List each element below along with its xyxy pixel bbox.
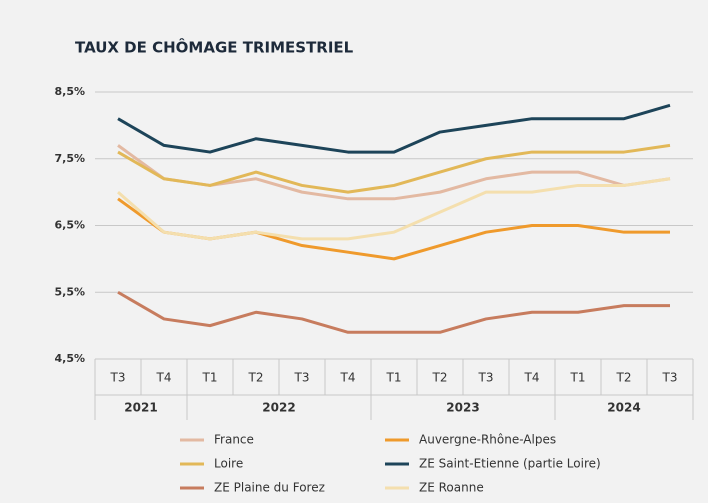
series-line [117, 290, 670, 334]
x-tick-label: T2 [248, 371, 264, 385]
y-tick-label: 5,5% [54, 285, 85, 298]
x-tick-label: T2 [616, 371, 632, 385]
x-group-label: 2021 [124, 401, 157, 415]
chart-title: TAUX DE CHÔMAGE TRIMESTRIEL [75, 38, 354, 57]
x-tick-label: T4 [340, 371, 356, 385]
series-line [117, 143, 671, 194]
series-line [117, 103, 671, 154]
legend-label: ZE Roanne [419, 481, 484, 495]
y-tick-label: 8,5% [54, 85, 85, 98]
x-tick-label: T3 [294, 371, 310, 385]
x-group-label: 2023 [446, 401, 479, 415]
legend-label: ZE Plaine du Forez [214, 481, 325, 495]
x-tick-label: T1 [386, 371, 402, 385]
x-tick-label: T3 [662, 371, 678, 385]
x-group-label: 2024 [607, 401, 640, 415]
y-tick-label: 6,5% [54, 219, 85, 232]
x-tick-label: T4 [156, 371, 172, 385]
series-line [117, 177, 671, 241]
x-tick-label: T4 [524, 371, 540, 385]
x-tick-label: T3 [110, 371, 126, 385]
y-tick-label: 4,5% [54, 352, 85, 365]
x-tick-label: T1 [570, 371, 586, 385]
x-tick-label: T3 [478, 371, 494, 385]
legend-label: Loire [214, 457, 243, 471]
legend-label: Auvergne-Rhône-Alpes [419, 433, 556, 447]
y-tick-label: 7,5% [54, 152, 85, 165]
x-tick-label: T2 [432, 371, 448, 385]
x-tick-label: T1 [202, 371, 218, 385]
legend-label: ZE Saint-Etienne (partie Loire) [419, 457, 601, 471]
legend-label: France [214, 433, 254, 447]
x-group-label: 2022 [262, 401, 295, 415]
